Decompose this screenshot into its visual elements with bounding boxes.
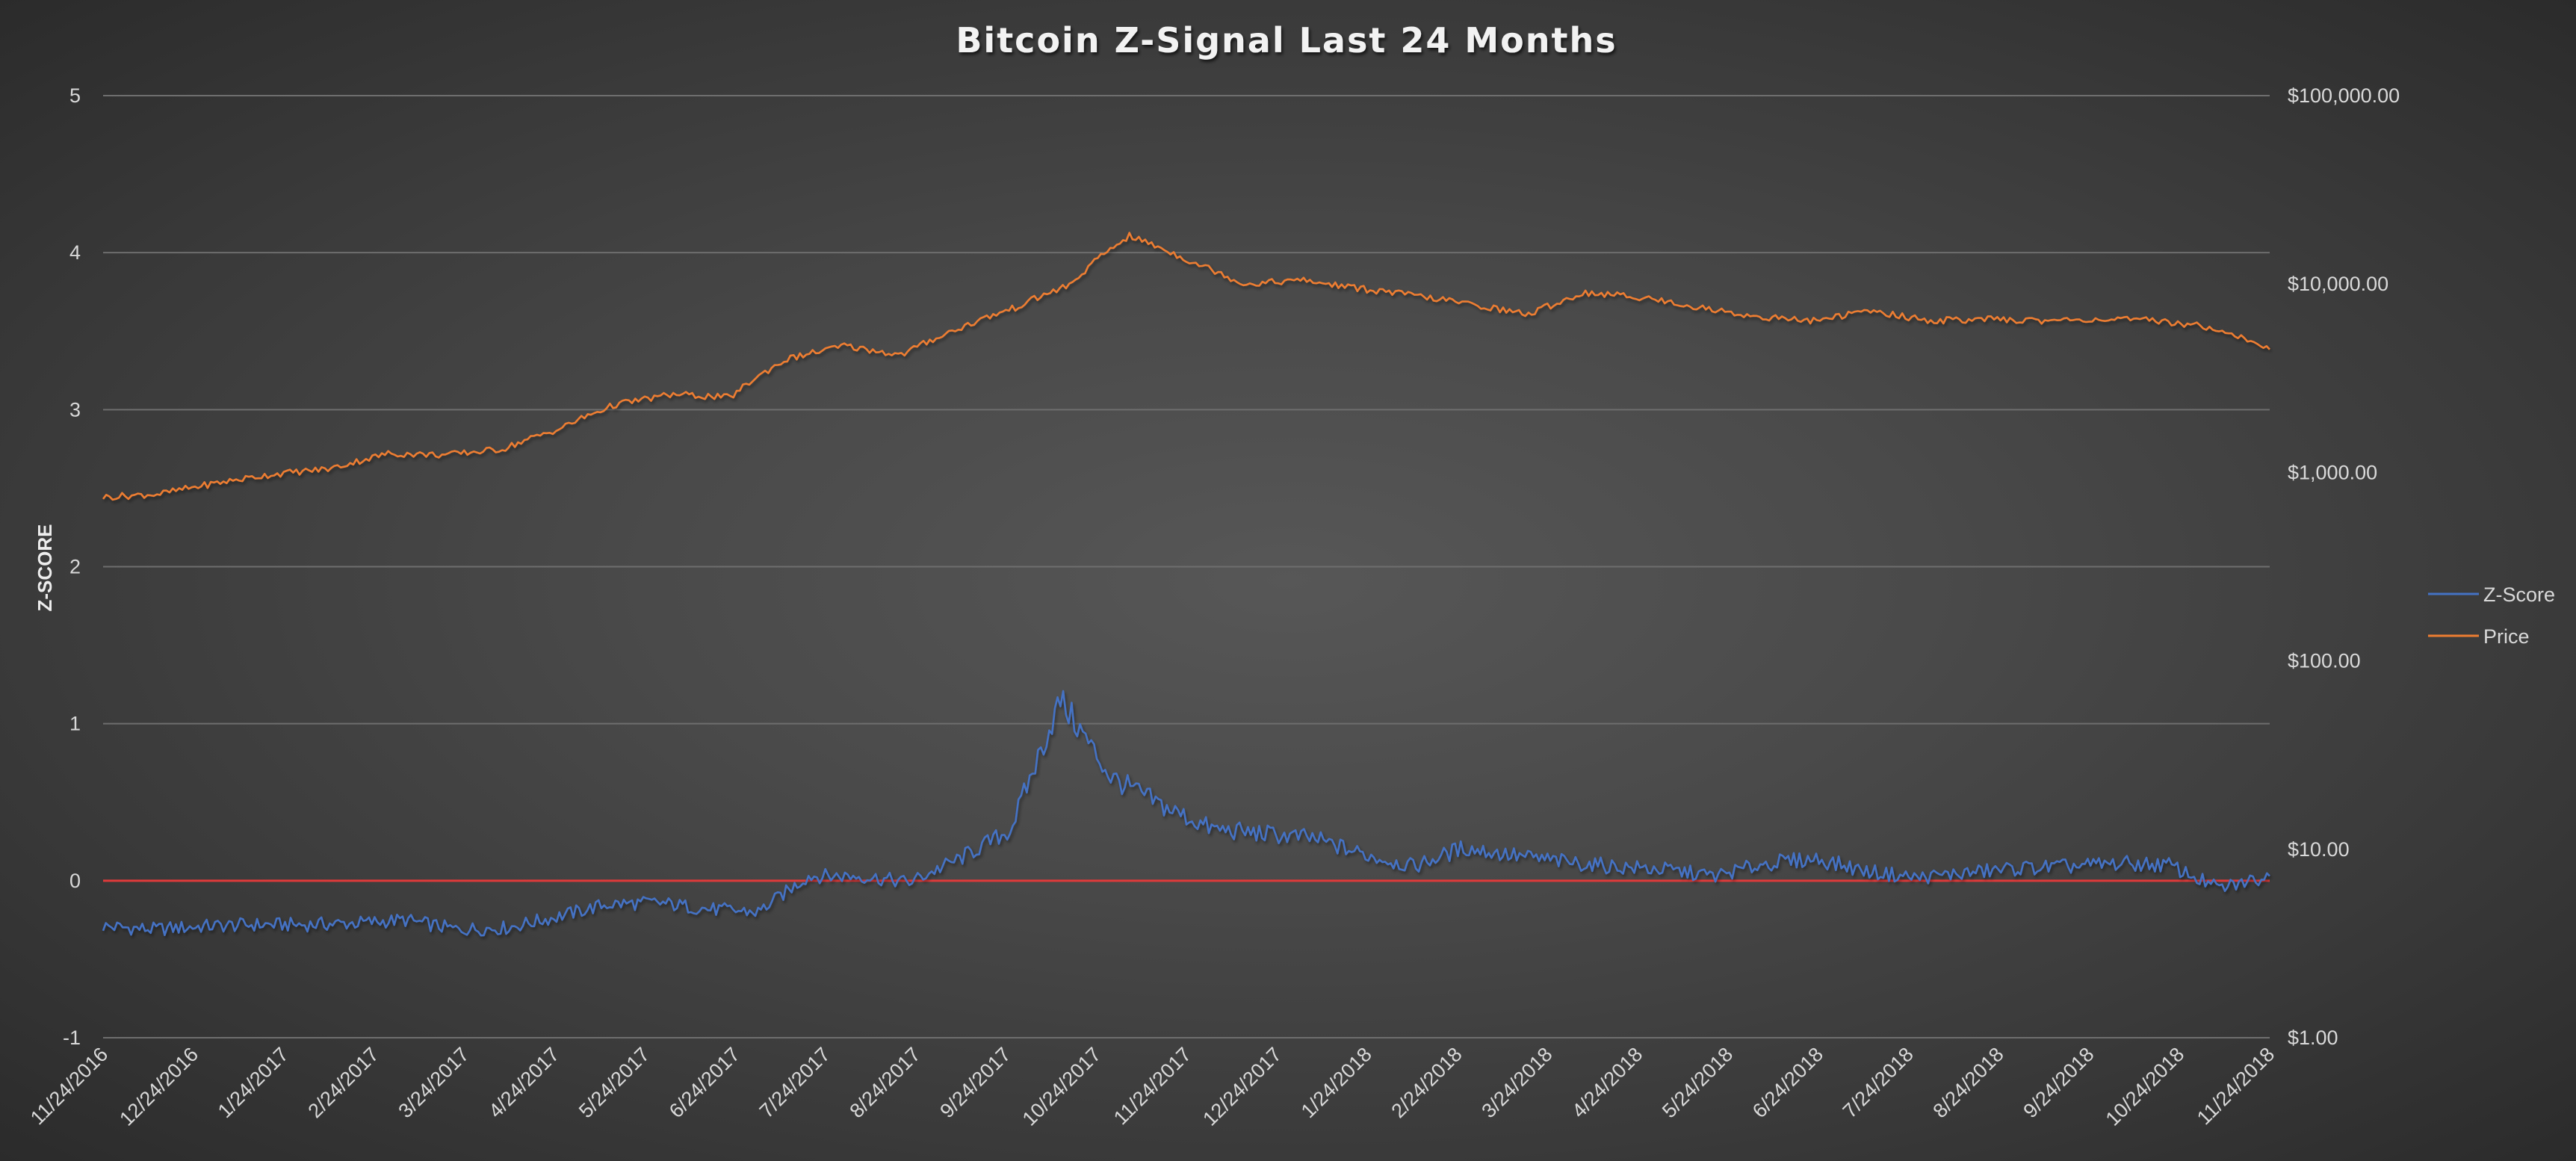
chart-title: Bitcoin Z-Signal Last 24 Months	[956, 20, 1617, 61]
x-tick-label: 11/24/2018	[2193, 1043, 2279, 1129]
series-line-z-score	[102, 690, 2270, 937]
x-tick-label: 6/24/2017	[665, 1043, 744, 1122]
series-lines	[102, 232, 2270, 937]
y-axis-ticks: -1 0 1 2 3 4 5	[63, 84, 81, 1049]
x-tick-label: 1/24/2018	[1297, 1043, 1376, 1122]
y-tick-label: 2	[69, 556, 81, 578]
y2-tick-label: $10,000.00	[2288, 273, 2388, 295]
y2-tick-label: $100.00	[2288, 650, 2361, 672]
x-tick-label: 8/24/2018	[1929, 1043, 2008, 1122]
y-tick-label: 5	[69, 84, 81, 107]
gridlines	[103, 95, 2270, 1038]
x-tick-label: 7/24/2017	[755, 1043, 835, 1122]
x-tick-label: 9/24/2018	[2019, 1043, 2098, 1122]
x-tick-label: 11/24/2017	[1109, 1043, 1195, 1129]
x-tick-label: 1/24/2017	[214, 1043, 293, 1122]
y2-tick-label: $10.00	[2288, 838, 2350, 861]
x-tick-label: 4/24/2018	[1567, 1043, 1647, 1122]
y-tick-label: 4	[69, 241, 81, 264]
x-axis-ticks: 11/24/2016 12/24/2016 1/24/2017 2/24/2017 3/…	[26, 1043, 2279, 1130]
y-tick-label: 1	[69, 713, 81, 735]
x-tick-label: 4/24/2017	[484, 1043, 563, 1122]
x-tick-label: 6/24/2018	[1748, 1043, 1827, 1122]
y-tick-label: 0	[69, 870, 81, 892]
x-tick-label: 12/24/2017	[1198, 1043, 1286, 1130]
y2-axis-ticks: $1.00 $10.00 $100.00 $1,000.00 $10,000.00 $10…	[2288, 84, 2400, 1049]
y2-tick-label: $100,000.00	[2288, 84, 2400, 107]
y-tick-label: 3	[69, 398, 81, 421]
legend-label-zscore: Z-Score	[2483, 583, 2555, 606]
y2-tick-label: $1,000.00	[2288, 461, 2377, 483]
x-tick-label: 3/24/2018	[1477, 1043, 1556, 1122]
y-tick-label: -1	[63, 1027, 81, 1049]
x-tick-label: 2/24/2018	[1387, 1043, 1467, 1122]
x-tick-label: 9/24/2017	[935, 1043, 1015, 1122]
x-tick-label: 10/24/2017	[1018, 1043, 1106, 1130]
x-tick-label: 8/24/2017	[846, 1043, 925, 1122]
x-tick-label: 12/24/2016	[115, 1043, 202, 1130]
x-tick-label: 5/24/2017	[575, 1043, 654, 1122]
legend: Z-Score Price	[2428, 583, 2555, 648]
x-tick-label: 5/24/2018	[1658, 1043, 1737, 1122]
x-tick-label: 7/24/2018	[1839, 1043, 1918, 1122]
x-tick-label: 11/24/2016	[26, 1043, 112, 1129]
y-axis-title: Z-SCORE	[34, 524, 56, 612]
x-tick-label: 10/24/2018	[2102, 1043, 2189, 1130]
x-tick-label: 2/24/2017	[304, 1043, 383, 1122]
series-line-price	[102, 232, 2270, 501]
y2-tick-label: $1.00	[2288, 1027, 2338, 1049]
legend-label-price: Price	[2483, 625, 2530, 648]
x-tick-label: 3/24/2017	[394, 1043, 473, 1122]
